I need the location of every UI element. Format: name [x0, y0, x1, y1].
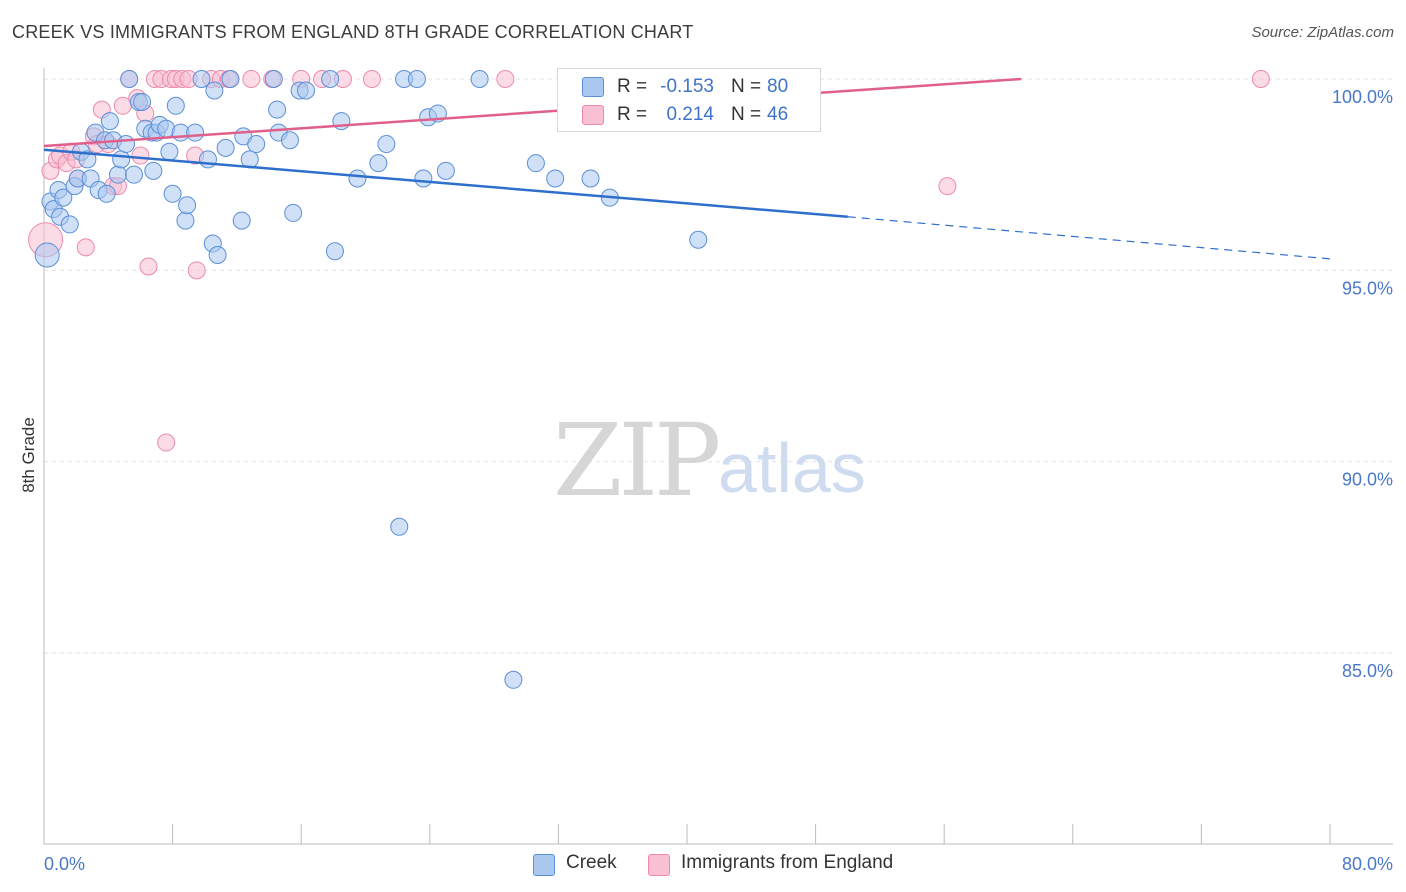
source-label: Source: ZipAtlas.com	[1251, 24, 1394, 41]
y-tick-label-2: 90.0%	[1342, 470, 1393, 490]
x-tick-label-min: 0.0%	[44, 854, 85, 874]
creek-n-value: 80	[767, 76, 789, 97]
england-n-value: 46	[767, 104, 789, 125]
legend-row-creek: R = -0.153 N = 80	[558, 73, 820, 101]
creek-points	[34, 70, 708, 689]
creek-point	[470, 70, 489, 88]
creek-point	[377, 135, 396, 154]
creek-point	[280, 131, 299, 150]
england-r-label: R =	[617, 104, 648, 125]
creek-swatch	[582, 77, 604, 97]
england-point	[76, 238, 95, 257]
england-point	[157, 433, 176, 452]
creek-point	[369, 154, 388, 173]
creek-point	[407, 70, 426, 88]
watermark-atlas: atlas	[718, 429, 866, 507]
creek-point	[198, 150, 217, 169]
creek-point	[581, 169, 600, 188]
creek-trend-line	[43, 148, 848, 219]
england-point	[362, 70, 381, 88]
creek-point	[205, 81, 224, 100]
creek-point	[112, 150, 131, 169]
creek-point	[120, 70, 139, 88]
creek-point	[100, 112, 119, 131]
creek-point	[264, 70, 283, 88]
creek-point	[390, 517, 409, 536]
creek-point	[284, 203, 303, 222]
creek-point	[78, 150, 97, 169]
x-tick-label-max: 80.0%	[1342, 854, 1393, 874]
creek-point	[54, 188, 73, 207]
creek-point	[247, 135, 266, 154]
creek-point	[178, 196, 197, 215]
england-trend-line	[43, 77, 1022, 148]
watermark-zip: ZIP	[553, 402, 721, 519]
england-point	[139, 257, 158, 276]
creek-point	[414, 169, 433, 188]
creek-r-value: -0.153	[660, 76, 714, 97]
creek-point	[546, 169, 565, 188]
chart-title: CREEK VS IMMIGRANTS FROM ENGLAND 8TH GRA…	[12, 22, 694, 42]
creek-point	[160, 142, 179, 161]
england-point	[1251, 70, 1270, 88]
england-point	[242, 70, 261, 88]
creek-r-label: R =	[617, 76, 648, 97]
creek-point	[321, 70, 340, 88]
creek-point	[34, 242, 60, 268]
x-ticks	[43, 824, 1331, 844]
y-axis-label: 8th Grade	[19, 417, 38, 493]
creek-point	[186, 123, 205, 142]
creek-point	[176, 211, 195, 230]
trend-lines	[43, 77, 1331, 260]
england-legend-label: Immigrants from England	[681, 852, 894, 873]
creek-point	[232, 211, 251, 230]
creek-point	[97, 184, 116, 203]
england-point	[131, 146, 150, 165]
creek-point	[504, 670, 523, 689]
bottom-legend: Creek Immigrants from England	[0, 852, 1406, 878]
y-tick-label-1: 95.0%	[1342, 278, 1393, 298]
creek-point	[208, 246, 227, 265]
legend-row-england: R = 0.214 N = 46	[558, 101, 820, 129]
england-point	[187, 261, 206, 280]
creek-point	[192, 70, 211, 88]
creek-point	[689, 230, 708, 249]
creek-trend-extension	[847, 216, 1331, 260]
england-swatch	[582, 105, 604, 125]
england-r-value: 0.214	[666, 104, 714, 125]
creek-point	[297, 81, 316, 100]
england-legend-swatch	[648, 854, 670, 876]
creek-point	[108, 165, 127, 184]
y-tick-label-0: 100.0%	[1332, 87, 1393, 107]
creek-point	[221, 70, 240, 88]
creek-point	[60, 215, 79, 234]
england-n-label: N =	[731, 104, 762, 125]
creek-point	[526, 154, 545, 173]
creek-legend-label: Creek	[566, 852, 617, 873]
creek-point	[325, 242, 344, 261]
creek-point	[216, 138, 235, 157]
creek-point	[144, 161, 163, 180]
creek-point	[166, 96, 185, 115]
y-tick-labels: 100.0% 95.0% 90.0% 85.0%	[1332, 87, 1393, 681]
stats-legend: R = -0.153 N = 80 R = 0.214 N = 46	[557, 68, 821, 132]
creek-point	[116, 135, 135, 154]
creek-n-label: N =	[731, 76, 762, 97]
creek-legend-swatch	[533, 854, 555, 876]
y-tick-label-3: 85.0%	[1342, 661, 1393, 681]
creek-point	[268, 100, 287, 119]
creek-point	[348, 169, 367, 188]
creek-point	[163, 184, 182, 203]
creek-point	[436, 161, 455, 180]
creek-point	[133, 92, 152, 111]
england-point	[496, 70, 515, 88]
creek-point	[125, 165, 144, 184]
england-point	[938, 177, 957, 196]
